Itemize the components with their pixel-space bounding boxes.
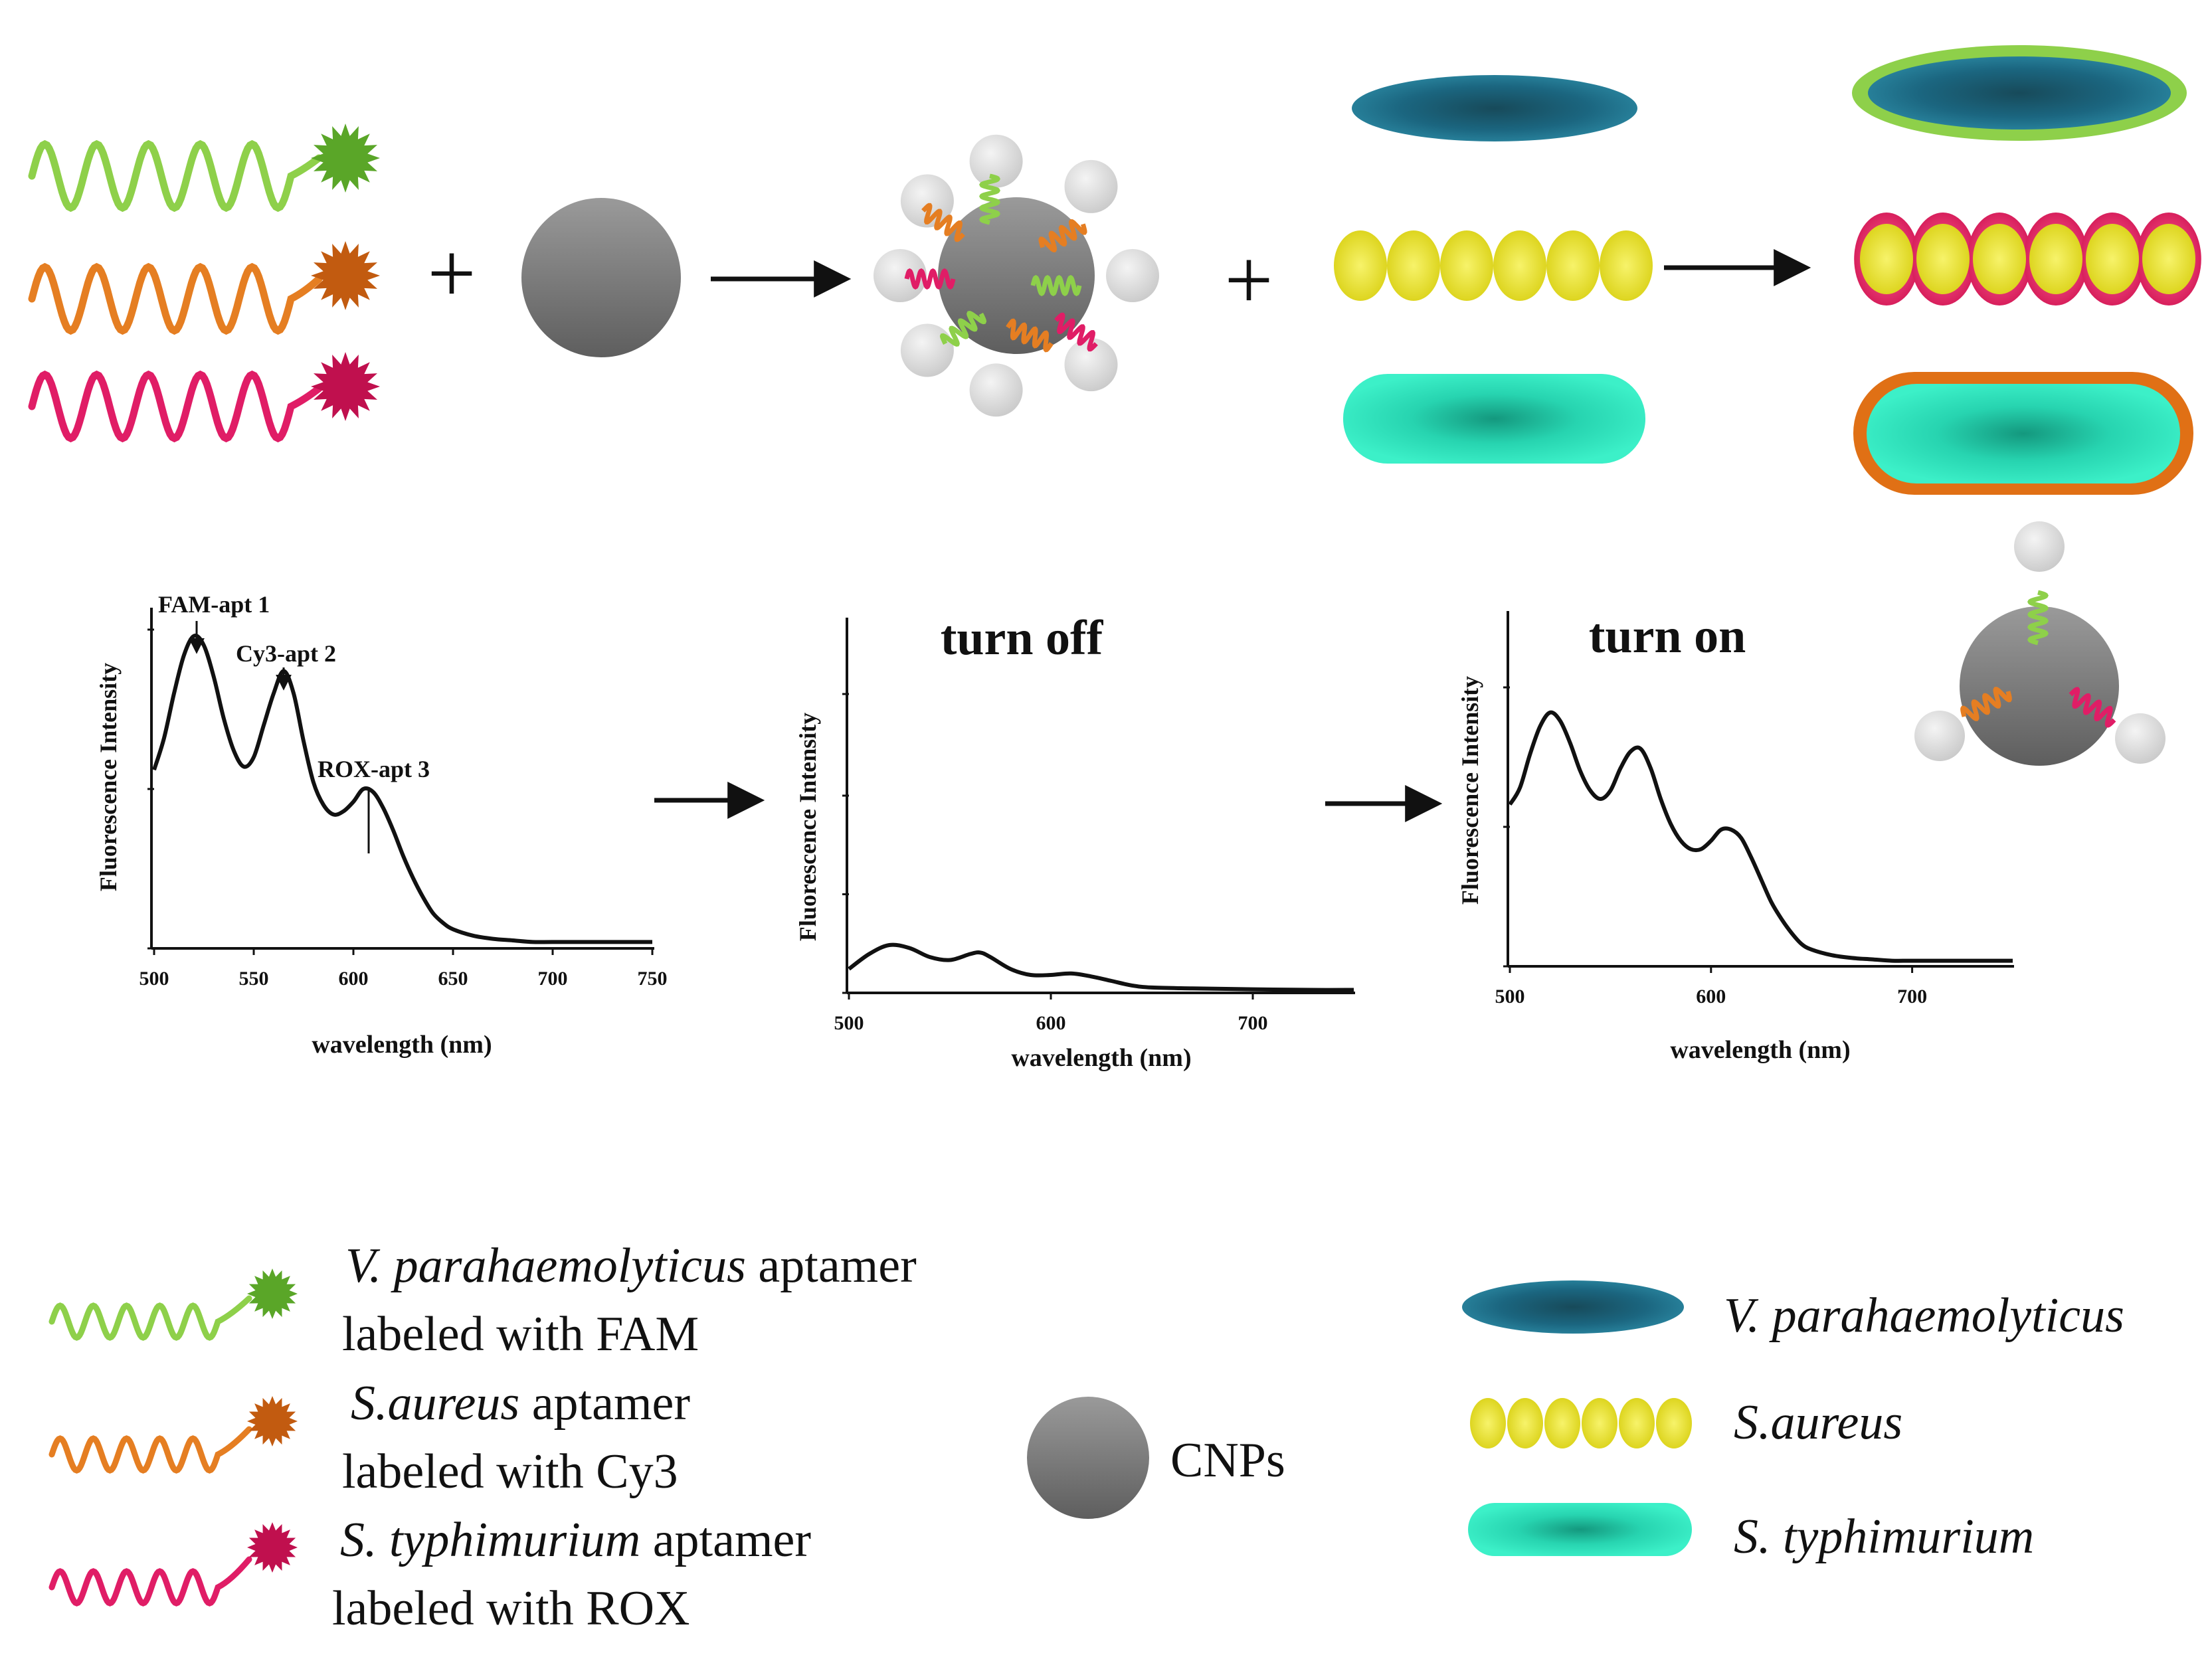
aptamer-rox-pink xyxy=(28,352,380,443)
legend-sa: S.aureus xyxy=(1734,1395,1902,1450)
sa-cell xyxy=(1387,230,1440,301)
x-tick-label: 600 xyxy=(1036,1012,1066,1034)
vp-cell-icon xyxy=(1352,75,1637,141)
x-tick-label: 500 xyxy=(834,1012,864,1034)
vp-cell-labeled xyxy=(1852,45,2187,141)
y-axis-label: Fluorescence Intensity xyxy=(95,663,122,891)
spectrum-turn-on-line xyxy=(1508,710,2013,963)
sa-cell xyxy=(2086,224,2139,294)
sa-cell xyxy=(2029,224,2082,294)
x-axis-label: wavelength (nm) xyxy=(1670,1036,1850,1064)
cnp-sphere-icon xyxy=(521,198,681,357)
quencher-bead-icon xyxy=(1064,159,1118,213)
legend-st-aptamer-line2: labeled with ROX xyxy=(332,1581,690,1636)
sa-cell xyxy=(1507,1398,1543,1448)
sa-cell xyxy=(2142,224,2195,294)
quencher-bead-icon xyxy=(969,134,1023,188)
aptamer-strand-icon xyxy=(921,203,965,242)
cy3-dye-icon xyxy=(311,241,380,310)
legend-vp-aptamer-line1: V. parahaemolyticus aptamer xyxy=(345,1239,917,1293)
y-axis-label: Fluorescence Intensity xyxy=(1457,676,1483,905)
quencher-bead-icon xyxy=(969,363,1023,417)
cnp-partial-complex xyxy=(1914,521,2166,766)
st-cell-labeled xyxy=(1853,372,2193,495)
sa-cell xyxy=(1334,230,1387,301)
x-tick-label: 700 xyxy=(538,968,568,990)
quencher-bead-icon xyxy=(1106,249,1159,302)
legend-sa-aptamer-line1: S.aureus aptamer xyxy=(351,1376,690,1431)
quencher-bead-icon xyxy=(874,249,927,302)
aptamer-strand-icon xyxy=(1030,275,1082,296)
sa-chain-labeled xyxy=(1854,213,2201,306)
st-cell-icon xyxy=(1343,374,1645,464)
cnp-aptamer-complex xyxy=(874,134,1159,417)
sa-cell xyxy=(1973,224,2026,294)
aptamer-strand-icon xyxy=(1038,219,1087,252)
spectrum-turn-off-line xyxy=(848,942,1354,992)
sa-chain-icon xyxy=(1470,1398,1692,1448)
x-tick-label: 700 xyxy=(1238,1012,1268,1034)
spectrum-turn-off: 500 600 700 turn off Fluorescence Intensit… xyxy=(794,611,1355,1072)
sa-cell xyxy=(1493,230,1546,301)
sa-cell xyxy=(1544,1398,1580,1448)
sa-cell xyxy=(1582,1398,1617,1448)
plot-title-turn-off: turn off xyxy=(941,611,1104,665)
peak-label-fam: FAM-apt 1 xyxy=(158,591,270,618)
legend-st-aptamer-line1: S. typhimurium aptamer xyxy=(340,1513,811,1567)
x-tick-label: 500 xyxy=(139,968,169,990)
spectrum-initial-line xyxy=(152,634,652,944)
cnp-sphere-icon xyxy=(1027,1397,1149,1519)
sa-cell xyxy=(1860,224,1913,294)
sa-cell xyxy=(1440,230,1493,301)
aptamer-fam-green xyxy=(28,124,380,213)
aptamer-strand-icon xyxy=(939,310,987,347)
legend: V. parahaemolyticus aptamer labeled with… xyxy=(48,1239,2124,1636)
legend-vp: V. parahaemolyticus xyxy=(1724,1288,2124,1343)
aptamer-strand-icon xyxy=(979,173,1000,225)
sa-cell xyxy=(1619,1398,1655,1448)
vp-cell-icon xyxy=(1462,1280,1684,1334)
sa-cell xyxy=(1546,230,1600,301)
spectrum-turn-on: 500 600 700 turn on Fluorescence Intensity… xyxy=(1457,609,2014,1064)
quencher-bead-icon xyxy=(1064,338,1118,392)
plus-icon: + xyxy=(1224,232,1273,328)
x-tick-label: 700 xyxy=(1897,986,1927,1007)
aptamer-strand-icon xyxy=(2069,687,2116,728)
spectrum-initial: 500 550 600 650 700 750 Fluorescence Intensit… xyxy=(95,591,668,1059)
y-axis-label: Fluorescence Intensity xyxy=(794,713,821,941)
aptamer-cy3-orange xyxy=(28,241,380,335)
aptamer-strand-icon xyxy=(2027,590,2049,646)
plot-title-turn-on: turn on xyxy=(1589,609,1746,663)
quencher-bead-icon xyxy=(900,323,954,377)
x-tick-label: 500 xyxy=(1495,986,1525,1007)
legend-sa-aptamer-line2: labeled with Cy3 xyxy=(342,1444,678,1499)
peak-label-cy3: Cy3-apt 2 xyxy=(236,640,336,667)
aptamer-strand-icon xyxy=(1054,312,1098,352)
sa-cell xyxy=(1656,1398,1692,1448)
legend-st: S. typhimurium xyxy=(1734,1510,2034,1564)
aptamer-strand-icon xyxy=(1960,687,2012,721)
sa-cell xyxy=(1470,1398,1506,1448)
rox-dye-icon xyxy=(311,352,380,421)
aptamer-strand-icon xyxy=(904,268,956,290)
x-tick-label: 750 xyxy=(638,968,668,990)
sa-chain-icon xyxy=(1334,230,1653,301)
x-axis-label: wavelength (nm) xyxy=(1011,1044,1191,1072)
peak-label-rox: ROX-apt 3 xyxy=(318,756,430,782)
x-tick-label: 650 xyxy=(438,968,468,990)
sa-cell xyxy=(1600,230,1653,301)
legend-cnps: CNPs xyxy=(1170,1433,1285,1488)
sa-cell xyxy=(1916,224,1970,294)
x-tick-label: 550 xyxy=(239,968,269,990)
legend-vp-aptamer-line2: labeled with FAM xyxy=(342,1307,699,1361)
st-cell-icon xyxy=(1468,1503,1692,1556)
x-tick-label: 600 xyxy=(339,968,369,990)
fam-dye-icon xyxy=(311,124,380,193)
aptamer-strand-icon xyxy=(1006,318,1054,353)
x-tick-label: 600 xyxy=(1696,986,1726,1007)
plus-icon: + xyxy=(427,226,476,321)
x-axis-label: wavelength (nm) xyxy=(312,1031,492,1059)
